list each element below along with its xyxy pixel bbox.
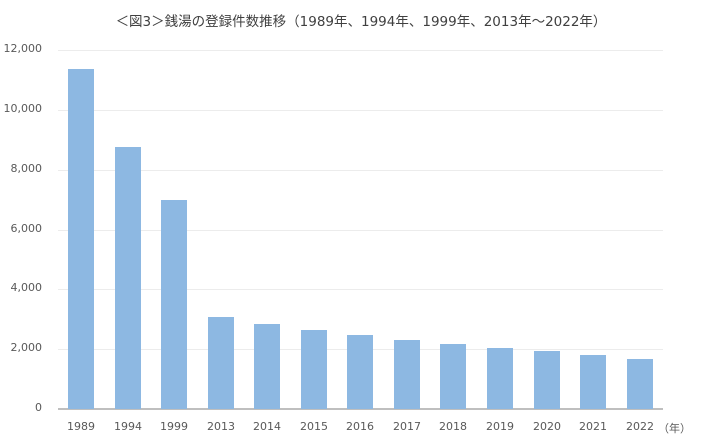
bar-2013 xyxy=(208,317,234,409)
gridline xyxy=(58,289,663,290)
bar-2015 xyxy=(301,330,327,409)
x-tick-label: 1994 xyxy=(114,420,142,433)
gridline xyxy=(58,230,663,231)
x-axis-unit-label: （年） xyxy=(658,422,691,435)
y-tick-label: 6,000 xyxy=(10,222,43,235)
x-tick-label: 2020 xyxy=(533,420,561,433)
x-axis-line xyxy=(58,408,663,410)
bar-1999 xyxy=(161,200,187,409)
x-tick-label: 2021 xyxy=(579,420,607,433)
bar-1989 xyxy=(68,69,94,409)
bar-2022 xyxy=(627,359,653,409)
x-tick-label: 2019 xyxy=(486,420,514,433)
gridline xyxy=(58,110,663,111)
y-tick-label: 4,000 xyxy=(10,281,43,294)
x-tick-label: 2017 xyxy=(393,420,421,433)
bar-2017 xyxy=(394,340,420,409)
bar-2020 xyxy=(534,351,560,409)
x-tick-label: 2016 xyxy=(346,420,374,433)
x-tick-label: 1989 xyxy=(67,420,95,433)
gridline xyxy=(58,170,663,171)
y-tick-label: 2,000 xyxy=(10,341,43,354)
x-tick-label: 1999 xyxy=(160,420,188,433)
y-tick-label: 12,000 xyxy=(3,42,43,55)
bar-2016 xyxy=(347,335,373,409)
y-tick-label: 0 xyxy=(35,401,42,414)
bar-2019 xyxy=(487,348,513,409)
bar-2014 xyxy=(254,324,280,409)
y-tick-label: 10,000 xyxy=(3,102,43,115)
x-tick-label: 2013 xyxy=(207,420,235,433)
chart-title: ＜図3＞銭湯の登録件数推移（1989年、1994年、1999年、2013年～20… xyxy=(115,14,607,30)
x-tick-label: 2018 xyxy=(439,420,467,433)
bar-2021 xyxy=(580,355,606,409)
y-tick-label: 8,000 xyxy=(10,162,43,175)
x-tick-label: 2015 xyxy=(300,420,328,433)
bar-1994 xyxy=(115,147,141,409)
x-tick-label: 2022 xyxy=(626,420,654,433)
x-tick-label: 2014 xyxy=(253,420,281,433)
bar-2018 xyxy=(440,344,466,409)
gridline xyxy=(58,50,663,51)
